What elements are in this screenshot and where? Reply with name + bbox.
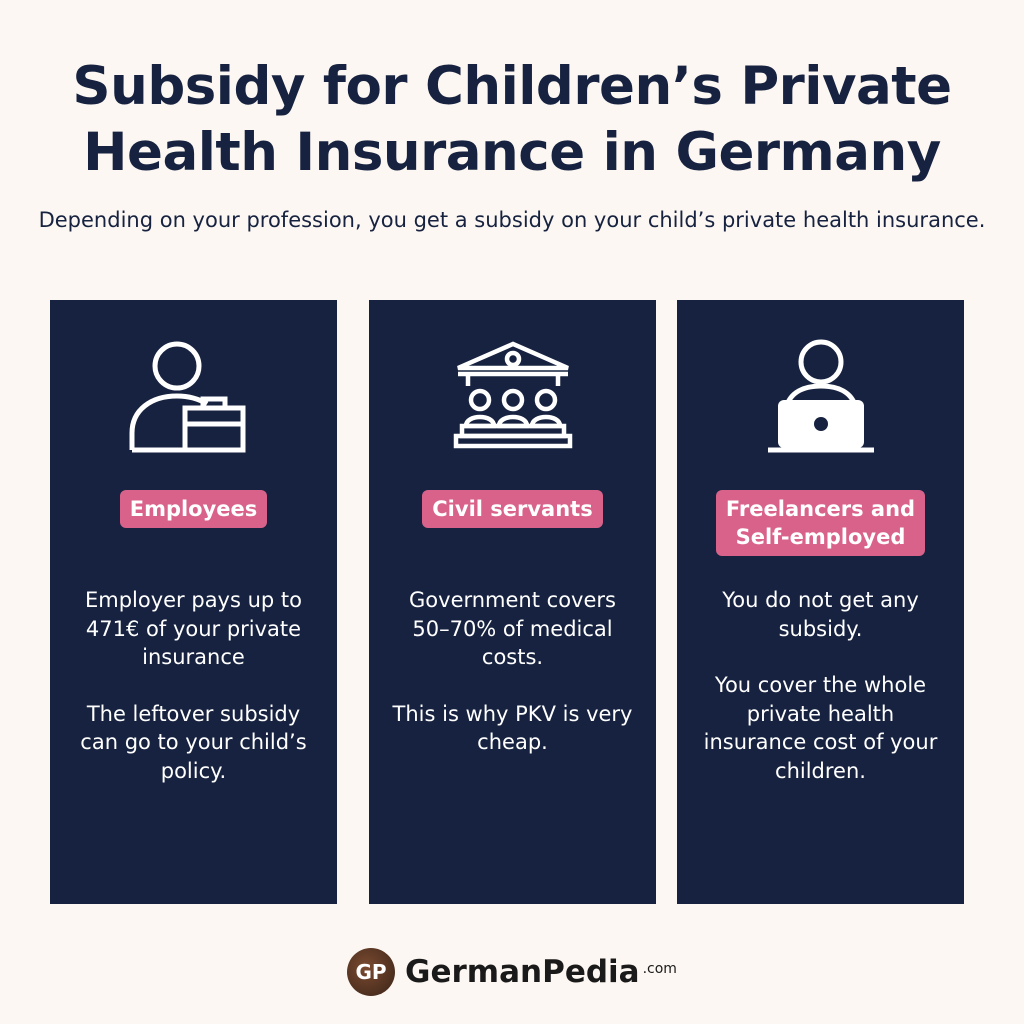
card-paragraph: Government covers 50–70% of medical cost…	[409, 588, 616, 669]
card-civil-servants: Civil servants Government covers 50–70% …	[369, 300, 656, 904]
card-civil-servants-text: Government covers 50–70% of medical cost…	[369, 586, 656, 757]
card-paragraph: Employer pays up to 471€ of your private…	[84, 588, 303, 669]
card-paragraph: This is why PKV is very cheap.	[392, 701, 633, 755]
card-paragraph: The leftover subsidy can go to your chil…	[80, 701, 307, 783]
germanpedia-logo-icon: GP	[347, 948, 396, 996]
card-freelancers: Freelancers and Self-employed You do not…	[677, 300, 964, 904]
card-freelancers-text: You do not get any subsidy. You cover th…	[677, 586, 964, 785]
badge-employees: Employees	[119, 490, 268, 528]
card-paragraph: You cover the whole private health insur…	[703, 673, 938, 783]
badge-civil-servants: Civil servants	[422, 490, 603, 528]
badge-freelancers: Freelancers and Self-employed	[715, 490, 926, 556]
page-title: Subsidy for Children’s Private Health In…	[72, 56, 952, 183]
employee-briefcase-icon	[129, 341, 245, 453]
government-building-icon	[453, 341, 572, 449]
card-employees-text: Employer pays up to 471€ of your private…	[50, 586, 337, 785]
footer-brand[interactable]: GP GermanPedia .com	[0, 946, 1024, 998]
person-laptop-icon	[767, 339, 874, 453]
card-employees: Employees Employer pays up to 471€ of yo…	[50, 300, 337, 904]
card-paragraph: You do not get any subsidy.	[722, 588, 919, 641]
brand-name: GermanPedia	[405, 954, 640, 990]
page-subtitle: Depending on your profession, you get a …	[38, 208, 986, 232]
brand-tld: .com	[642, 961, 677, 977]
